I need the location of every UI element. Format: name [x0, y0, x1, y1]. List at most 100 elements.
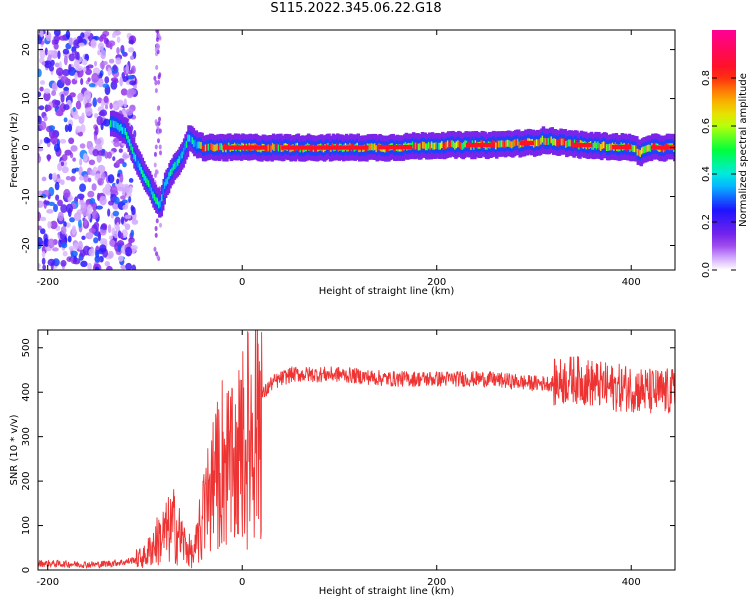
noise-blob	[90, 39, 97, 49]
noise-blob	[106, 265, 113, 270]
noise-blob	[89, 197, 96, 205]
noise-blob	[61, 166, 69, 174]
noise-blob	[48, 201, 55, 207]
noise-blob	[60, 161, 65, 167]
noise-blob	[114, 196, 120, 205]
noise-blob	[128, 178, 134, 183]
noise-blob	[41, 61, 46, 66]
noise-blob	[38, 147, 44, 152]
noise-blob	[63, 188, 71, 199]
noise-blob	[91, 72, 99, 83]
noise-blob	[73, 212, 82, 222]
noise-blob	[50, 134, 58, 145]
noise-blob	[128, 88, 137, 95]
noise-blob	[63, 55, 68, 66]
noise-blob	[65, 30, 71, 40]
noise-blob	[131, 219, 139, 225]
noise-blob	[60, 260, 67, 267]
noise-blob	[41, 176, 47, 182]
colorbar-tick-label: 0.6	[701, 118, 712, 134]
noise-blob	[104, 183, 111, 191]
noise-blob	[42, 264, 47, 270]
noise-blob	[72, 157, 76, 162]
noise-blob	[68, 53, 76, 62]
noise-blob	[86, 204, 93, 215]
noise-blob	[80, 78, 84, 86]
ridge-peak	[378, 144, 413, 150]
noise-blob	[79, 183, 87, 192]
noise-blob	[53, 143, 61, 153]
x-tick-label: 0	[239, 277, 245, 288]
noise-blob	[129, 80, 137, 86]
noise-blob	[85, 102, 92, 108]
noise-blob	[153, 75, 157, 81]
noise-blob	[63, 221, 67, 228]
noise-blob	[47, 50, 55, 56]
x-axis-label: Height of straight line (km)	[319, 286, 455, 297]
noise-blob	[68, 246, 75, 251]
noise-blob	[128, 69, 133, 75]
noise-blob	[38, 154, 42, 164]
noise-blob	[39, 30, 44, 38]
noise-blob	[91, 183, 97, 191]
noise-blob	[107, 208, 111, 217]
noise-blob	[81, 235, 86, 241]
noise-blob	[88, 159, 96, 166]
noise-blob	[125, 108, 134, 116]
noise-blob	[63, 86, 70, 91]
noise-blob	[116, 36, 121, 44]
noise-blob	[44, 60, 52, 69]
noise-blob	[109, 185, 118, 195]
noise-blob	[70, 175, 76, 182]
noise-blob	[41, 250, 46, 258]
ridge-peak	[519, 140, 534, 146]
noise-blob	[159, 150, 163, 156]
y-axis-label: Frequency (Hz)	[9, 112, 20, 188]
noise-blob	[77, 131, 84, 137]
noise-blob	[38, 91, 42, 98]
noise-blob	[156, 138, 160, 144]
noise-blob	[94, 138, 102, 145]
noise-blob	[96, 153, 102, 163]
noise-blob	[46, 209, 54, 214]
noise-blob	[77, 92, 84, 102]
noise-blob	[109, 239, 116, 247]
noise-blob	[88, 227, 96, 233]
noise-blob	[39, 120, 47, 131]
noise-blob	[99, 195, 107, 206]
noise-blob	[47, 258, 56, 267]
noise-blob	[122, 204, 128, 210]
noise-blob	[122, 161, 127, 168]
noise-blob	[80, 202, 87, 213]
noise-blob	[67, 123, 73, 133]
noise-blob	[79, 143, 86, 149]
noise-blob	[68, 37, 74, 46]
noise-blob	[131, 264, 137, 270]
noise-blob	[45, 31, 52, 42]
snr-area	[38, 330, 675, 570]
noise-blob	[104, 151, 109, 159]
noise-blob	[119, 173, 124, 184]
noise-blob	[99, 244, 107, 253]
noise-blob	[92, 202, 98, 212]
noise-blob	[68, 137, 75, 145]
noise-blob	[111, 32, 117, 39]
noise-blob	[75, 125, 82, 133]
noise-blob	[153, 246, 157, 252]
noise-blob	[112, 156, 116, 162]
colorbar-tick-label: 0.4	[701, 166, 712, 182]
noise-blob	[87, 262, 92, 270]
noise-blob	[94, 255, 101, 263]
noise-blob	[159, 222, 163, 228]
y-tick-label: 10	[21, 92, 32, 105]
noise-blob	[74, 51, 79, 60]
noise-blob	[85, 106, 93, 117]
y-tick-label: 500	[21, 338, 32, 357]
noise-blob	[155, 251, 159, 257]
x-tick-label: 400	[622, 277, 641, 288]
noise-blob	[38, 200, 44, 208]
noise-blob	[154, 226, 158, 232]
noise-blob	[87, 77, 91, 82]
noise-blob	[65, 203, 74, 214]
